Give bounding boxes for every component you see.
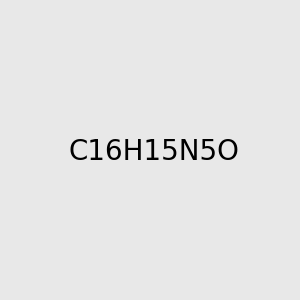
Text: C16H15N5O: C16H15N5O	[68, 137, 239, 166]
